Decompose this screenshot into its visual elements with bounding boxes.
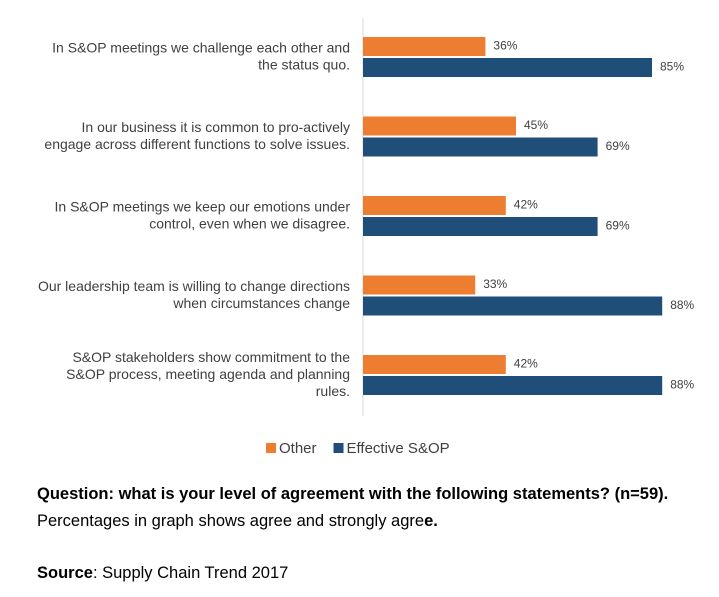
legend-swatch — [333, 443, 344, 453]
value-label: 42% — [514, 198, 538, 212]
bar — [363, 116, 516, 136]
value-label: 69% — [606, 219, 630, 233]
source: Source: Supply Chain Trend 2017 — [37, 560, 707, 587]
bar — [363, 37, 486, 56]
value-label: 85% — [660, 60, 684, 74]
bar — [363, 58, 652, 77]
chart: In S&OP meetings we challenge each other… — [38, 18, 695, 457]
source-text: : Supply Chain Trend 2017 — [92, 564, 289, 582]
legend-swatch — [266, 443, 276, 453]
source-bold: Source — [37, 564, 93, 582]
bar — [363, 137, 598, 157]
bar — [363, 376, 663, 395]
category-label: In S&OP meetings we challenge each other… — [52, 39, 350, 72]
value-label: 88% — [670, 378, 694, 392]
bar — [363, 217, 598, 236]
value-label: 69% — [606, 139, 630, 153]
bar — [363, 296, 663, 316]
bar — [363, 196, 506, 215]
value-label: 88% — [670, 298, 694, 312]
bar — [363, 355, 506, 374]
category-label: Our leadership team is willing to change… — [38, 278, 350, 311]
category-label: In S&OP meetings we keep our emotions un… — [55, 198, 351, 231]
legend-label: Effective S&OP — [347, 440, 450, 457]
question: Question: what is your level of agreemen… — [37, 481, 707, 535]
question-end: e. — [424, 512, 438, 530]
category-label: S&OP stakeholders show commitment to the… — [66, 349, 350, 399]
value-label: 36% — [493, 39, 517, 53]
category-label: In our business it is common to pro-acti… — [44, 119, 350, 152]
legend-label: Other — [279, 440, 317, 457]
value-label: 45% — [524, 118, 548, 132]
bar — [363, 275, 476, 295]
question-bold: Question: what is your level of agreemen… — [37, 485, 669, 503]
question-text: Percentages in graph shows agree and str… — [37, 512, 425, 530]
value-label: 42% — [514, 357, 538, 371]
value-label: 33% — [483, 277, 507, 291]
